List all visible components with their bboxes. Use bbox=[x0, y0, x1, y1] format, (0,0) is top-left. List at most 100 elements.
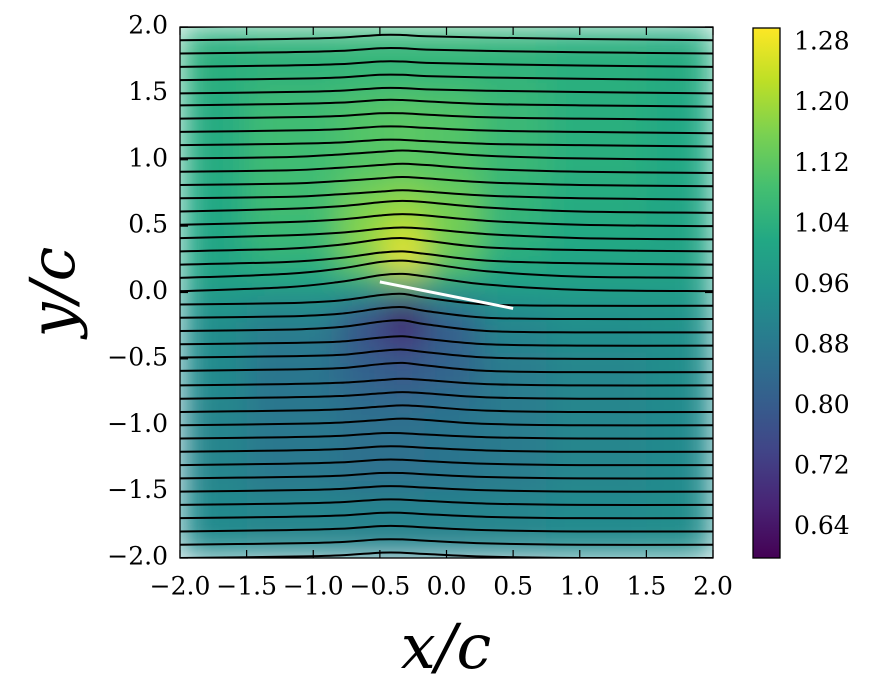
heat-cell bbox=[180, 93, 248, 187]
heat-cell bbox=[646, 491, 713, 558]
heat-cell bbox=[246, 491, 341, 558]
heat-cell bbox=[339, 249, 386, 270]
heat-cell bbox=[479, 322, 547, 353]
streamline bbox=[180, 391, 713, 400]
streamline bbox=[180, 538, 713, 546]
heat-cell bbox=[384, 186, 426, 227]
heat-cell bbox=[479, 226, 547, 250]
streamline bbox=[180, 226, 713, 241]
heat-cell bbox=[180, 27, 248, 94]
streamline bbox=[180, 213, 713, 228]
y-axis-label: y/c bbox=[16, 247, 89, 341]
heat-cell bbox=[339, 352, 386, 400]
heat-cell bbox=[646, 226, 713, 250]
heat-cell bbox=[479, 491, 547, 558]
streamline bbox=[180, 73, 713, 82]
heat-cell bbox=[180, 352, 248, 400]
streamline bbox=[180, 292, 713, 307]
streamline bbox=[180, 176, 713, 188]
colorbar-tick-label: 0.88 bbox=[794, 330, 850, 359]
heat-cell bbox=[546, 398, 647, 493]
heat-cell bbox=[180, 398, 248, 493]
colorbar-tick-label: 0.72 bbox=[794, 451, 850, 480]
heatmap-area bbox=[180, 27, 713, 558]
streamline bbox=[180, 259, 713, 279]
heat-cell bbox=[246, 302, 341, 323]
x-tick-label: 0.0 bbox=[427, 572, 467, 601]
streamline bbox=[180, 27, 713, 28]
y-tick-label: 1.5 bbox=[128, 77, 168, 106]
heat-cell bbox=[339, 302, 386, 323]
heat-cell bbox=[546, 491, 647, 558]
streamline bbox=[180, 361, 713, 374]
streamline bbox=[180, 485, 713, 493]
streamline bbox=[180, 199, 713, 214]
y-tick-label: −0.5 bbox=[107, 342, 168, 371]
streamline bbox=[180, 46, 713, 55]
heat-cell bbox=[646, 322, 713, 353]
heat-cell bbox=[646, 249, 713, 270]
colorbar bbox=[752, 27, 781, 559]
streamline bbox=[180, 138, 713, 148]
heat-cell bbox=[246, 352, 341, 400]
y-tick-label: −2.0 bbox=[107, 542, 168, 571]
y-tick-label: −1.5 bbox=[107, 475, 168, 504]
streamline bbox=[180, 162, 713, 175]
heat-cell bbox=[646, 93, 713, 187]
heat-cell bbox=[384, 249, 426, 270]
streamline bbox=[180, 250, 713, 266]
heat-cell bbox=[646, 27, 713, 94]
heat-cell bbox=[646, 285, 713, 303]
heat-cell bbox=[546, 352, 647, 400]
heat-cell bbox=[180, 322, 248, 353]
colorbar-tick-label: 0.64 bbox=[794, 511, 850, 540]
heat-cell bbox=[546, 322, 647, 353]
heat-cell bbox=[246, 27, 341, 94]
heat-cell bbox=[546, 186, 647, 227]
colorbar-tick-label: 1.04 bbox=[794, 208, 850, 237]
heat-cell bbox=[479, 249, 547, 270]
x-tick-label: −2.0 bbox=[150, 572, 211, 601]
heat-cell bbox=[546, 302, 647, 323]
x-tick-label: −0.5 bbox=[350, 572, 411, 601]
streamline bbox=[180, 189, 713, 201]
streamline bbox=[180, 417, 713, 427]
heat-cell bbox=[180, 302, 248, 323]
streamline bbox=[180, 335, 713, 347]
heat-cell bbox=[546, 27, 647, 94]
heat-cell bbox=[180, 249, 248, 270]
y-tick-label: 2.0 bbox=[128, 11, 168, 40]
x-tick-label: −1.0 bbox=[283, 572, 344, 601]
heat-cell bbox=[424, 302, 481, 323]
streamline bbox=[180, 445, 713, 453]
heat-cell bbox=[479, 352, 547, 400]
y-tick-label: 0.0 bbox=[128, 276, 168, 305]
streamline bbox=[180, 377, 713, 387]
heat-cell bbox=[180, 186, 248, 227]
streamline bbox=[180, 86, 713, 95]
heat-cell bbox=[424, 398, 481, 493]
streamline bbox=[180, 471, 713, 480]
colorbar-tick-label: 1.20 bbox=[794, 87, 850, 116]
plate bbox=[379, 280, 514, 310]
heat-cell bbox=[246, 269, 341, 287]
x-tick-label: −1.5 bbox=[216, 572, 277, 601]
colorbar-tick-label: 1.12 bbox=[794, 148, 850, 177]
streamline bbox=[180, 33, 713, 42]
streamline bbox=[180, 149, 713, 161]
heat-cell bbox=[246, 285, 341, 303]
x-tick-label: 1.0 bbox=[560, 572, 600, 601]
x-axis-label: x/c bbox=[401, 610, 492, 683]
x-tick-label: 2.0 bbox=[693, 572, 733, 601]
x-tick-label: 0.5 bbox=[493, 572, 533, 601]
streamline bbox=[180, 98, 713, 108]
heat-cell bbox=[246, 322, 341, 353]
streamline bbox=[180, 498, 713, 506]
y-tick-label: 1.0 bbox=[128, 143, 168, 172]
colorbar-tick-label: 1.28 bbox=[794, 27, 850, 56]
heat-cell bbox=[246, 226, 341, 250]
streamline bbox=[180, 60, 713, 68]
streamlines bbox=[180, 27, 713, 558]
colorbar-tick-label: 0.96 bbox=[794, 269, 850, 298]
